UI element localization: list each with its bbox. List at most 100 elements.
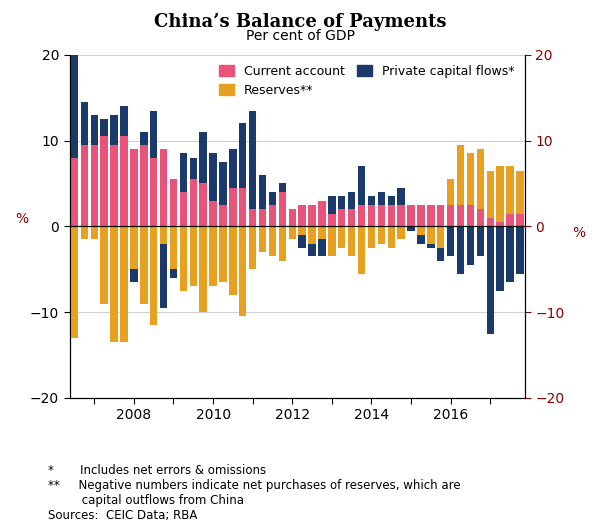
Bar (249, 111, 256, 209)
Bar (239, 227, 247, 317)
Bar (80, 102, 88, 145)
Bar (219, 227, 227, 282)
Text: *       Includes net errors & omissions
**     Negative numbers indicate net pur: * Includes net errors & omissions ** Neg… (48, 464, 461, 522)
Bar (506, 213, 514, 227)
Bar (298, 205, 306, 227)
Bar (328, 197, 335, 213)
Bar (338, 209, 346, 227)
Bar (388, 227, 395, 248)
Bar (368, 205, 375, 227)
Bar (140, 145, 148, 227)
Bar (130, 149, 137, 227)
Bar (358, 167, 365, 205)
Bar (80, 145, 88, 227)
Bar (249, 227, 256, 269)
Bar (397, 188, 405, 205)
Bar (289, 227, 296, 239)
Bar (91, 145, 98, 227)
Bar (388, 205, 395, 227)
Bar (170, 269, 177, 278)
Bar (417, 205, 425, 227)
Bar (110, 145, 118, 227)
Bar (407, 205, 415, 227)
Bar (229, 188, 236, 227)
Bar (219, 205, 227, 227)
Bar (278, 227, 286, 261)
Bar (130, 269, 137, 282)
Bar (91, 115, 98, 145)
Bar (467, 227, 474, 265)
Bar (160, 227, 167, 243)
Bar (239, 123, 247, 188)
Bar (239, 188, 247, 227)
Bar (269, 227, 276, 257)
Bar (388, 197, 395, 205)
Bar (199, 227, 207, 312)
Bar (209, 227, 217, 287)
Bar (467, 153, 474, 205)
Bar (190, 179, 197, 227)
Text: China’s Balance of Payments: China’s Balance of Payments (154, 13, 446, 31)
Bar (348, 192, 355, 209)
Bar (437, 227, 445, 248)
Bar (487, 227, 494, 334)
Bar (447, 179, 454, 205)
Bar (348, 227, 355, 257)
Bar (219, 162, 227, 205)
Bar (417, 227, 425, 235)
Bar (150, 227, 157, 325)
Bar (120, 136, 128, 227)
Bar (120, 227, 128, 342)
Bar (437, 205, 445, 227)
Bar (170, 227, 177, 269)
Bar (318, 227, 326, 239)
Bar (377, 205, 385, 227)
Bar (487, 171, 494, 218)
Bar (487, 218, 494, 227)
Bar (199, 132, 207, 183)
Bar (179, 153, 187, 192)
Bar (71, 227, 78, 338)
Bar (110, 227, 118, 342)
Bar (308, 205, 316, 227)
Bar (71, 7, 78, 158)
Bar (457, 145, 464, 205)
Bar (160, 243, 167, 308)
Y-axis label: %: % (572, 227, 585, 240)
Bar (368, 227, 375, 248)
Bar (496, 222, 504, 227)
Y-axis label: %: % (15, 212, 28, 227)
Bar (358, 205, 365, 227)
Bar (338, 227, 346, 248)
Bar (368, 197, 375, 205)
Bar (457, 227, 464, 274)
Bar (427, 205, 434, 227)
Bar (278, 183, 286, 192)
Bar (170, 179, 177, 227)
Bar (120, 106, 128, 136)
Bar (407, 227, 415, 231)
Bar (308, 243, 316, 257)
Bar (289, 209, 296, 227)
Bar (348, 209, 355, 227)
Bar (190, 158, 197, 179)
Bar (100, 119, 108, 136)
Bar (427, 227, 434, 243)
Bar (140, 132, 148, 145)
Bar (338, 197, 346, 209)
Bar (496, 167, 504, 222)
Bar (447, 205, 454, 227)
Bar (249, 209, 256, 227)
Bar (179, 227, 187, 291)
Bar (130, 227, 137, 269)
Bar (278, 192, 286, 227)
Bar (457, 205, 464, 227)
Bar (437, 248, 445, 261)
Bar (308, 227, 316, 243)
Bar (397, 205, 405, 227)
Bar (150, 158, 157, 227)
Bar (100, 227, 108, 304)
Legend: Current account, Reserves**, Private capital flows*: Current account, Reserves**, Private cap… (215, 61, 518, 101)
Bar (259, 227, 266, 252)
Bar (110, 115, 118, 145)
